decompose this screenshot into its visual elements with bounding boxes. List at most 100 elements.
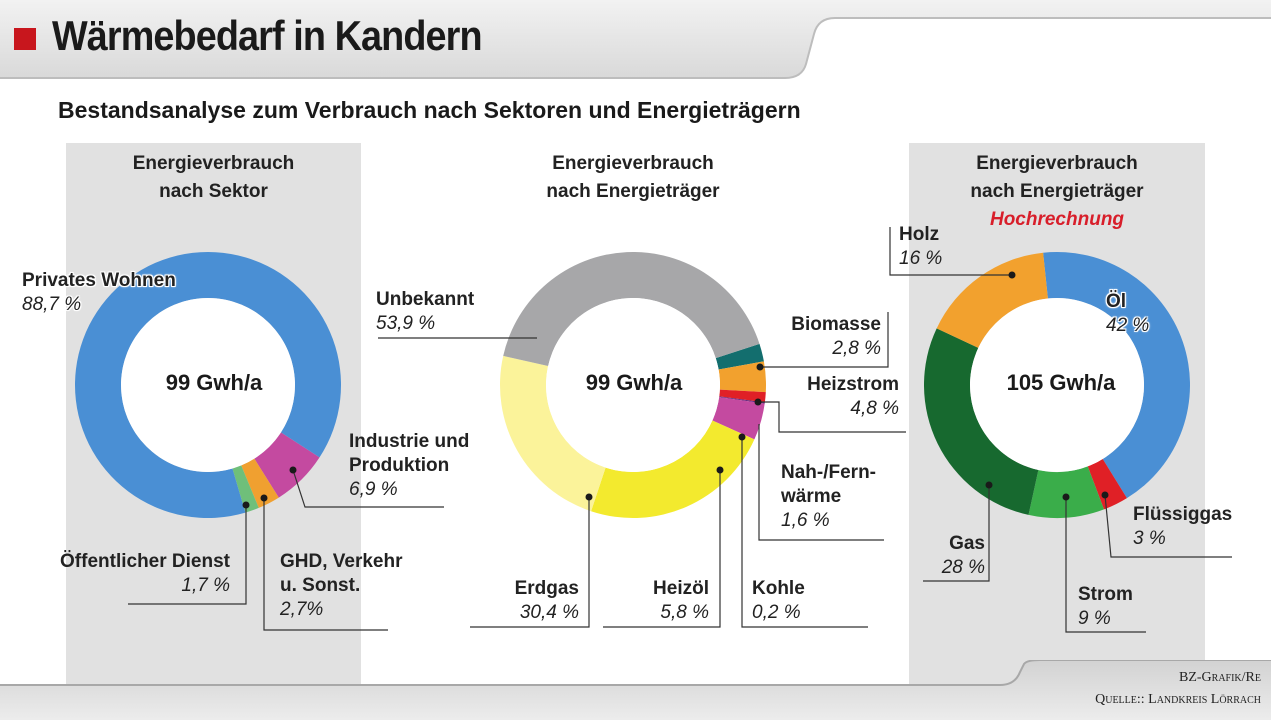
dot-holz bbox=[1008, 271, 1016, 279]
dot-industrie bbox=[289, 466, 297, 474]
dot-heizoel bbox=[716, 466, 724, 474]
sektor-slice-privates-wohnen bbox=[75, 252, 342, 518]
label-ghd-verkehr: GHD, Verkehr u. Sonst. 2,7% bbox=[280, 550, 403, 622]
dot-gas bbox=[985, 481, 993, 489]
chart-hochrechnung-title-line3: Hochrechnung bbox=[989, 209, 1125, 230]
dot-erdgas bbox=[585, 493, 593, 501]
leader-holz bbox=[889, 227, 1012, 276]
label-oeffentlicher-dienst-value: 1,7 % bbox=[181, 575, 230, 596]
label-oel: Öl 42 % bbox=[1106, 290, 1149, 338]
sektor-slice-ghd bbox=[241, 458, 279, 508]
traeger-slice-nah-fernwaerme bbox=[719, 389, 766, 403]
credit-quelle: Quelle:: Landkreis Lörrach bbox=[1095, 692, 1261, 707]
label-nah-fernwaerme-name-line1: Nah-/Fern- bbox=[781, 462, 876, 483]
leader-erdgas bbox=[470, 497, 590, 628]
leader-fluessiggas bbox=[1104, 494, 1232, 558]
label-holz-name: Holz bbox=[899, 224, 940, 245]
leader-heizstrom bbox=[758, 401, 906, 433]
label-biomasse: Biomasse 2,8 % bbox=[791, 313, 881, 361]
hochrechnung-slice-oel bbox=[1043, 252, 1190, 499]
traeger-slice-heizstrom bbox=[718, 361, 766, 393]
sektor-slice-industrie bbox=[254, 432, 320, 498]
leader-oeffentlich bbox=[128, 505, 247, 605]
title-marker bbox=[14, 28, 36, 50]
traeger-donut-hole bbox=[546, 298, 720, 472]
label-heizoel: Heizöl 5,8 % bbox=[653, 577, 709, 625]
chart-hochrechnung-title-line1: Energieverbrauch bbox=[976, 153, 1138, 174]
label-nah-fernwaerme: Nah-/Fern- wärme 1,6 % bbox=[781, 461, 876, 533]
chart-sektor-heading: Energieverbrauch nach Sektor bbox=[66, 150, 361, 206]
label-kohle-value: 0,2 % bbox=[752, 602, 801, 623]
dot-biomasse bbox=[756, 363, 764, 371]
label-kohle-name: Kohle bbox=[752, 578, 805, 599]
label-nah-fernwaerme-value: 1,6 % bbox=[781, 510, 830, 531]
label-unbekannt-name: Unbekannt bbox=[376, 289, 475, 310]
label-biomasse-value: 2,8 % bbox=[832, 338, 881, 359]
sektor-donut-hole bbox=[121, 298, 295, 472]
label-strom: Strom 9 % bbox=[1078, 583, 1133, 631]
label-heizstrom-name: Heizstrom bbox=[807, 374, 899, 395]
chart-sektor-title-line2: nach Sektor bbox=[159, 181, 268, 202]
leader-kohle bbox=[741, 437, 868, 628]
label-fluessiggas-value: 3 % bbox=[1133, 528, 1166, 549]
traeger-slice-erdgas-light bbox=[500, 355, 606, 512]
label-gas: Gas 28 % bbox=[942, 532, 985, 580]
chart-traeger-title-line1: Energieverbrauch bbox=[552, 153, 714, 174]
page-title: Wärmebedarf in Kandern bbox=[52, 12, 483, 59]
label-gas-value: 28 % bbox=[941, 557, 985, 578]
label-strom-name: Strom bbox=[1078, 584, 1133, 605]
sektor-slice-oeffentlich bbox=[232, 465, 259, 513]
label-ghd-verkehr-name-line1: GHD, Verkehr bbox=[280, 551, 403, 572]
dot-oeffentlich bbox=[242, 501, 250, 509]
label-fluessiggas: Flüssiggas 3 % bbox=[1133, 503, 1232, 551]
label-ghd-verkehr-value: 2,7% bbox=[280, 599, 324, 620]
label-erdgas-value: 30,4 % bbox=[519, 602, 579, 623]
chart-hochrechnung-heading: Energieverbrauch nach Energieträger Hoch… bbox=[909, 150, 1205, 234]
hochrechnung-slice-holz bbox=[936, 252, 1048, 348]
chart-traeger-title-line2: nach Energieträger bbox=[546, 181, 720, 202]
label-industrie-value: 6,9 % bbox=[349, 479, 398, 500]
chart-traeger-heading: Energieverbrauch nach Energieträger bbox=[483, 150, 783, 206]
label-industrie: Industrie und Produktion 6,9 % bbox=[349, 430, 469, 502]
hochrechnung-slice-fluessiggas bbox=[1087, 459, 1127, 510]
traeger-slice-heizoel bbox=[712, 397, 765, 440]
hochrechnung-donut-hole bbox=[970, 298, 1144, 472]
chart-hochrechnung-center-label: 105 Gwh/a bbox=[1006, 370, 1116, 395]
traeger-slice-unbekannt bbox=[503, 251, 760, 366]
leader-gas bbox=[923, 485, 990, 582]
label-privates-wohnen-name: Privates Wohnen bbox=[22, 270, 176, 291]
label-heizstrom: Heizstrom 4,8 % bbox=[807, 373, 899, 421]
chart-traeger-center-label: 99 Gwh/a bbox=[585, 370, 683, 395]
page-subtitle: Bestandsanalyse zum Verbrauch nach Sekto… bbox=[58, 97, 801, 123]
label-erdgas: Erdgas 30,4 % bbox=[515, 577, 579, 625]
dot-ghd bbox=[260, 494, 268, 502]
label-holz-value: 16 % bbox=[899, 248, 943, 269]
source-credit: BZ-Grafik/Re Quelle:: Landkreis Lörrach bbox=[1095, 667, 1261, 711]
leader-strom bbox=[1065, 497, 1146, 633]
label-industrie-name-line1: Industrie und bbox=[349, 431, 470, 452]
label-oel-name: Öl bbox=[1106, 291, 1127, 312]
chart-hochrechnung-title-line2: nach Energieträger bbox=[970, 181, 1144, 202]
label-heizoel-name: Heizöl bbox=[653, 578, 709, 599]
label-strom-value: 9 % bbox=[1078, 608, 1111, 629]
label-heizstrom-value: 4,8 % bbox=[850, 398, 899, 419]
label-privates-wohnen: Privates Wohnen 88,7 % bbox=[22, 269, 176, 317]
credit-grafik: BZ-Grafik/Re bbox=[1178, 670, 1261, 685]
label-unbekannt-value: 53,9 % bbox=[376, 313, 436, 334]
label-oeffentlicher-dienst-name: Öffentlicher Dienst bbox=[60, 551, 230, 572]
dot-strom bbox=[1062, 493, 1070, 501]
label-oel-value: 42 % bbox=[1106, 315, 1150, 336]
label-holz: Holz 16 % bbox=[899, 223, 942, 271]
chart-sektor-center-label: 99 Gwh/a bbox=[165, 370, 263, 395]
dot-heizstrom bbox=[754, 398, 762, 406]
leader-industrie bbox=[292, 469, 444, 508]
leader-nah-fernwaerme bbox=[758, 424, 884, 541]
label-nah-fernwaerme-name-line2: wärme bbox=[781, 486, 842, 507]
label-erdgas-name: Erdgas bbox=[514, 578, 579, 599]
dot-fluessiggas bbox=[1101, 491, 1109, 499]
traeger-slice-biomasse bbox=[715, 343, 764, 370]
footer-band bbox=[0, 660, 1271, 720]
label-fluessiggas-name: Flüssiggas bbox=[1133, 504, 1233, 525]
label-industrie-name-line2: Produktion bbox=[349, 455, 450, 476]
